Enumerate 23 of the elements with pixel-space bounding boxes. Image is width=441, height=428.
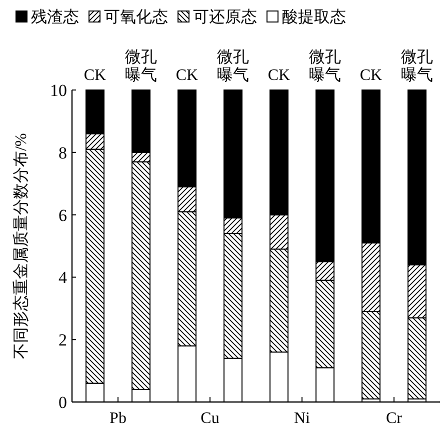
text: Pb [110,410,126,427]
text: Cr [386,410,403,427]
text: Ni [294,410,311,427]
y-tick-label: 4 [58,268,68,288]
x-tick-label: CK [176,67,199,84]
legend-label: 酸提取态 [282,8,346,26]
x-tick-label: 微孔曝气 [401,49,433,84]
legend-label: 可还原态 [193,8,257,26]
y-axis-title: 不同形态重金属质量分数分布/% [12,133,30,359]
x-tick-label: 微孔曝气 [125,49,157,84]
y-tick-label: 6 [58,206,67,225]
legend-label: 残渣态 [31,8,79,26]
y-tick-label: 8 [58,143,67,162]
x-tick-label: CK [360,67,383,84]
y-tick-label: 10 [50,81,67,100]
y-tick-label: 0 [58,393,67,412]
x-tick-label: 微孔曝气 [217,49,249,84]
legend-label: 可氧化态 [104,8,168,26]
x-tick-label: CK [84,67,107,84]
text: Cu [200,410,220,427]
x-tick-label: 微孔曝气 [309,49,341,84]
y-tick-label: 2 [58,330,67,350]
x-tick-label: CK [268,67,291,84]
